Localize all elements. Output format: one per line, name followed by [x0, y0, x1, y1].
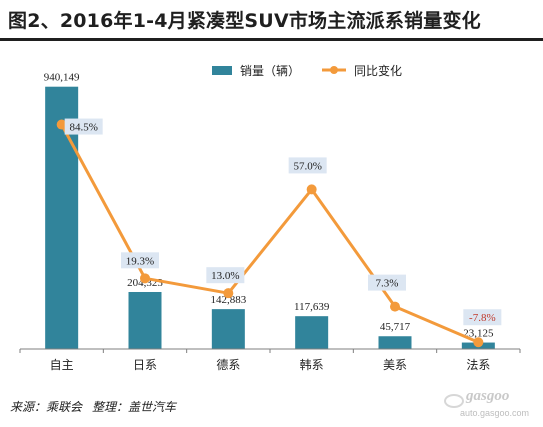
bar-2: [211, 309, 245, 349]
bar-value-label-2: 142,883: [210, 294, 246, 306]
yoy-label-bg-4: [368, 274, 406, 291]
yoy-label-5: -7.8%: [469, 312, 496, 324]
legend-bar-swatch: [212, 66, 232, 75]
bar-value-label-3: 117,639: [294, 301, 330, 313]
watermark-logo-icon: [444, 394, 464, 408]
title-bar: 图2、2016年1-4月紧凑型SUV市场主流派系销量变化: [0, 0, 543, 41]
legend-line-label: 同比变化: [354, 63, 402, 78]
yoy-point-5: [473, 337, 484, 348]
yoy-point-0: [56, 119, 67, 130]
yoy-point-1: [140, 273, 150, 284]
legend-line-marker: [330, 66, 338, 74]
yoy-point-2: [223, 288, 234, 299]
legend-bar-label: 销量（辆）: [240, 64, 300, 78]
x-tick-label-3: 韩系: [300, 357, 324, 372]
bar-1: [128, 291, 162, 349]
x-tick-label-5: 法系: [466, 358, 490, 372]
chart-title: 图2、2016年1-4月紧凑型SUV市场主流派系销量变化: [8, 10, 481, 32]
x-tick-label-0: 自主: [50, 358, 74, 372]
watermark-logo-text: gasgoo: [466, 388, 510, 404]
x-tick-label-4: 美系: [383, 358, 407, 372]
yoy-label-bg-2: [206, 267, 245, 284]
yoy-label-4: 7.3%: [376, 278, 399, 290]
source-note: 来源：乘联会 整理：盖世汽车: [10, 398, 176, 415]
yoy-point-3: [306, 184, 317, 195]
bar-3: [295, 316, 329, 349]
yoy-label-bg-3: [288, 157, 327, 174]
yoy-point-4: [390, 301, 400, 312]
bar-value-label-5: 23,125: [463, 328, 494, 340]
yoy-label-3: 57.0%: [293, 160, 321, 172]
yoy-label-1: 19.3%: [126, 255, 154, 267]
yoy-label-bg-5: [463, 309, 502, 326]
bar-4: [378, 336, 412, 349]
yoy-label-2: 13.0%: [211, 270, 239, 282]
source-right: 整理：盖世汽车: [92, 400, 177, 414]
title-underline: [0, 38, 543, 41]
bar-value-label-4: 45,717: [380, 321, 411, 333]
gasgoo-watermark: gasgoo auto.gasgoo.com: [440, 388, 540, 422]
yoy-label-0: 84.5%: [69, 122, 97, 134]
x-tick-label-1: 日系: [133, 358, 157, 372]
source-left: 来源：乘联会: [10, 400, 83, 414]
x-tick-label-2: 德系: [216, 357, 240, 372]
watermark-url: auto.gasgoo.com: [460, 408, 530, 418]
bar-value-label-0: 940,149: [44, 72, 80, 84]
yoy-change-line: [60, 123, 479, 344]
yoy-label-bg-1: [121, 252, 159, 269]
yoy-label-bg-0: [64, 118, 103, 135]
